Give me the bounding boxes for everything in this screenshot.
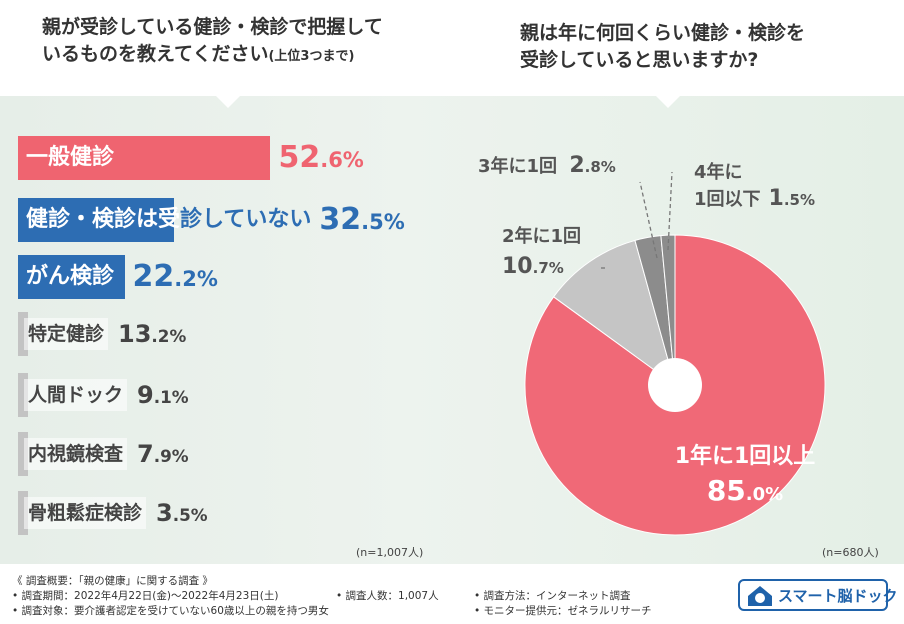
- left-title-line2-text: いるものを教えてください: [42, 43, 269, 65]
- bar-value-dec: .5%: [361, 210, 405, 234]
- pie-value-int: 2: [569, 153, 585, 178]
- pie-leader-line: [667, 171, 673, 251]
- pie-slice-category-line1: 4年に: [694, 162, 743, 183]
- bar-value-dec: .5%: [172, 505, 208, 525]
- bar-value-dec: .9%: [153, 446, 189, 466]
- bar-value-int: 13: [118, 320, 152, 348]
- bar-value-dec: .1%: [153, 387, 189, 407]
- pie-value-int: 85: [706, 474, 746, 507]
- bar-value-int: 22: [132, 259, 175, 294]
- survey-method: • 調査方法：インターネット調査: [474, 590, 631, 602]
- bar-category-label: 特定健診: [24, 318, 109, 350]
- bar-label-outside: 診していない: [180, 207, 312, 232]
- bar-value-int: 9: [137, 381, 154, 409]
- bar: [18, 432, 28, 476]
- pie-label-4nen: 4年に 1回以下 1.5%: [694, 160, 815, 213]
- pie-slice-value: 1.5%: [769, 186, 815, 211]
- brand-logo: スマート脳ドック: [738, 579, 898, 611]
- bar: [18, 373, 28, 417]
- pie-label-1nen: 1年に1回以上 85.0%: [650, 440, 840, 512]
- bar-value-label: 52.6%: [278, 136, 363, 182]
- pie-center-hole: [648, 358, 702, 412]
- left-title-note: (上位3つまで): [268, 49, 355, 64]
- pie-slice: [660, 234, 676, 386]
- bar-category-label: 健診・検診は受診していない: [26, 198, 311, 242]
- pie-slice-value: 85.0%: [650, 474, 840, 512]
- bar-value-label: 3.5%: [156, 491, 208, 537]
- pie-value-int: 1: [768, 186, 784, 211]
- pie-value-dec: .7%: [532, 259, 564, 277]
- bar-value-label: 32.5%: [319, 198, 404, 244]
- left-title-line1: 親が受診している健診・検診で把握して: [42, 16, 383, 38]
- left-title-line2: いるものを教えてください(上位3つまで): [42, 41, 383, 70]
- left-title-pointer: [216, 96, 240, 108]
- survey-heading: 《 調査概要：「親の健康」に関する調査 》: [12, 575, 213, 587]
- bar-category-label: 一般健診: [26, 145, 115, 170]
- bar-value-dec: .2%: [174, 267, 218, 291]
- bar: [18, 312, 28, 356]
- pie-slice-category: 2年に1回: [502, 226, 582, 247]
- bar-value-int: 3: [156, 499, 173, 527]
- brain-house-icon: [748, 586, 772, 606]
- bar-value-label: 9.1%: [137, 373, 189, 419]
- left-chart-title: 親が受診している健診・検診で把握して いるものを教えてください(上位3つまで): [42, 14, 383, 70]
- pie-slice-category: 1年に1回以上: [674, 444, 816, 469]
- bar-value-int: 32: [319, 202, 362, 237]
- bar-value-int: 7: [137, 440, 154, 468]
- right-title-pointer: [656, 96, 680, 108]
- pie-slice-category: 1回以下: [694, 189, 761, 210]
- right-chart-title: 親は年に何回くらい健診・検診を 受診していると思いますか?: [520, 20, 805, 74]
- bar-category-label: 内視鏡検査: [24, 438, 128, 470]
- bar-value-label: 7.9%: [137, 432, 189, 478]
- right-title-line1: 親は年に何回くらい健診・検診を: [520, 22, 806, 44]
- bar-value-dec: .6%: [320, 148, 364, 172]
- pie-leader-line: [639, 181, 658, 259]
- right-title-line2: 受診していると思いますか?: [520, 49, 759, 71]
- bar-category-label: 人間ドック: [24, 379, 128, 411]
- bar-chart-sample-size: (n=1,007人): [356, 546, 424, 559]
- pie-slice-category: 3年に1回: [478, 156, 558, 177]
- survey-target: • 調査対象：要介護者認定を受けていない60歳以上の親を持つ男女: [12, 605, 329, 617]
- bar-value-label: 22.2%: [133, 255, 218, 301]
- survey-provider: • モニター提供元：ゼネラルリサーチ: [474, 605, 652, 617]
- pie-label-3nen: 3年に1回 2.8%: [478, 152, 616, 178]
- pie-value-dec: .0%: [745, 484, 784, 505]
- pie-slice-value: 10.7%: [502, 252, 581, 283]
- brand-logo-text: スマート脳ドック: [778, 587, 898, 605]
- pie-value-dec: .5%: [783, 191, 816, 209]
- bar: [18, 198, 174, 242]
- pie-value-int: 10: [502, 254, 533, 279]
- bar: [18, 136, 271, 180]
- bar-label-inside: 健診・検診は受: [26, 207, 181, 232]
- survey-period: • 調査期間：2022年4月22日(金)〜2022年4月23日(土): [12, 590, 279, 602]
- bar-category-label: 骨粗鬆症検診: [24, 497, 147, 529]
- bar-value-label: 13.2%: [118, 312, 186, 358]
- survey-count: • 調査人数：1,007人: [336, 590, 439, 602]
- pie-slice-category-line2: 1回以下 1.5%: [694, 186, 815, 213]
- bar-category-label: がん検診: [26, 264, 115, 289]
- pie-value-dec: .8%: [584, 158, 616, 176]
- bar: [18, 255, 125, 299]
- bar-value-dec: .2%: [151, 326, 187, 346]
- pie-slice-value: 2.8%: [569, 153, 615, 178]
- bar-value-int: 52: [278, 140, 321, 175]
- pie-label-2nen: 2年に1回 10.7%: [502, 222, 581, 283]
- pie-chart-sample-size: (n=680人): [822, 546, 879, 559]
- bar: [18, 491, 28, 535]
